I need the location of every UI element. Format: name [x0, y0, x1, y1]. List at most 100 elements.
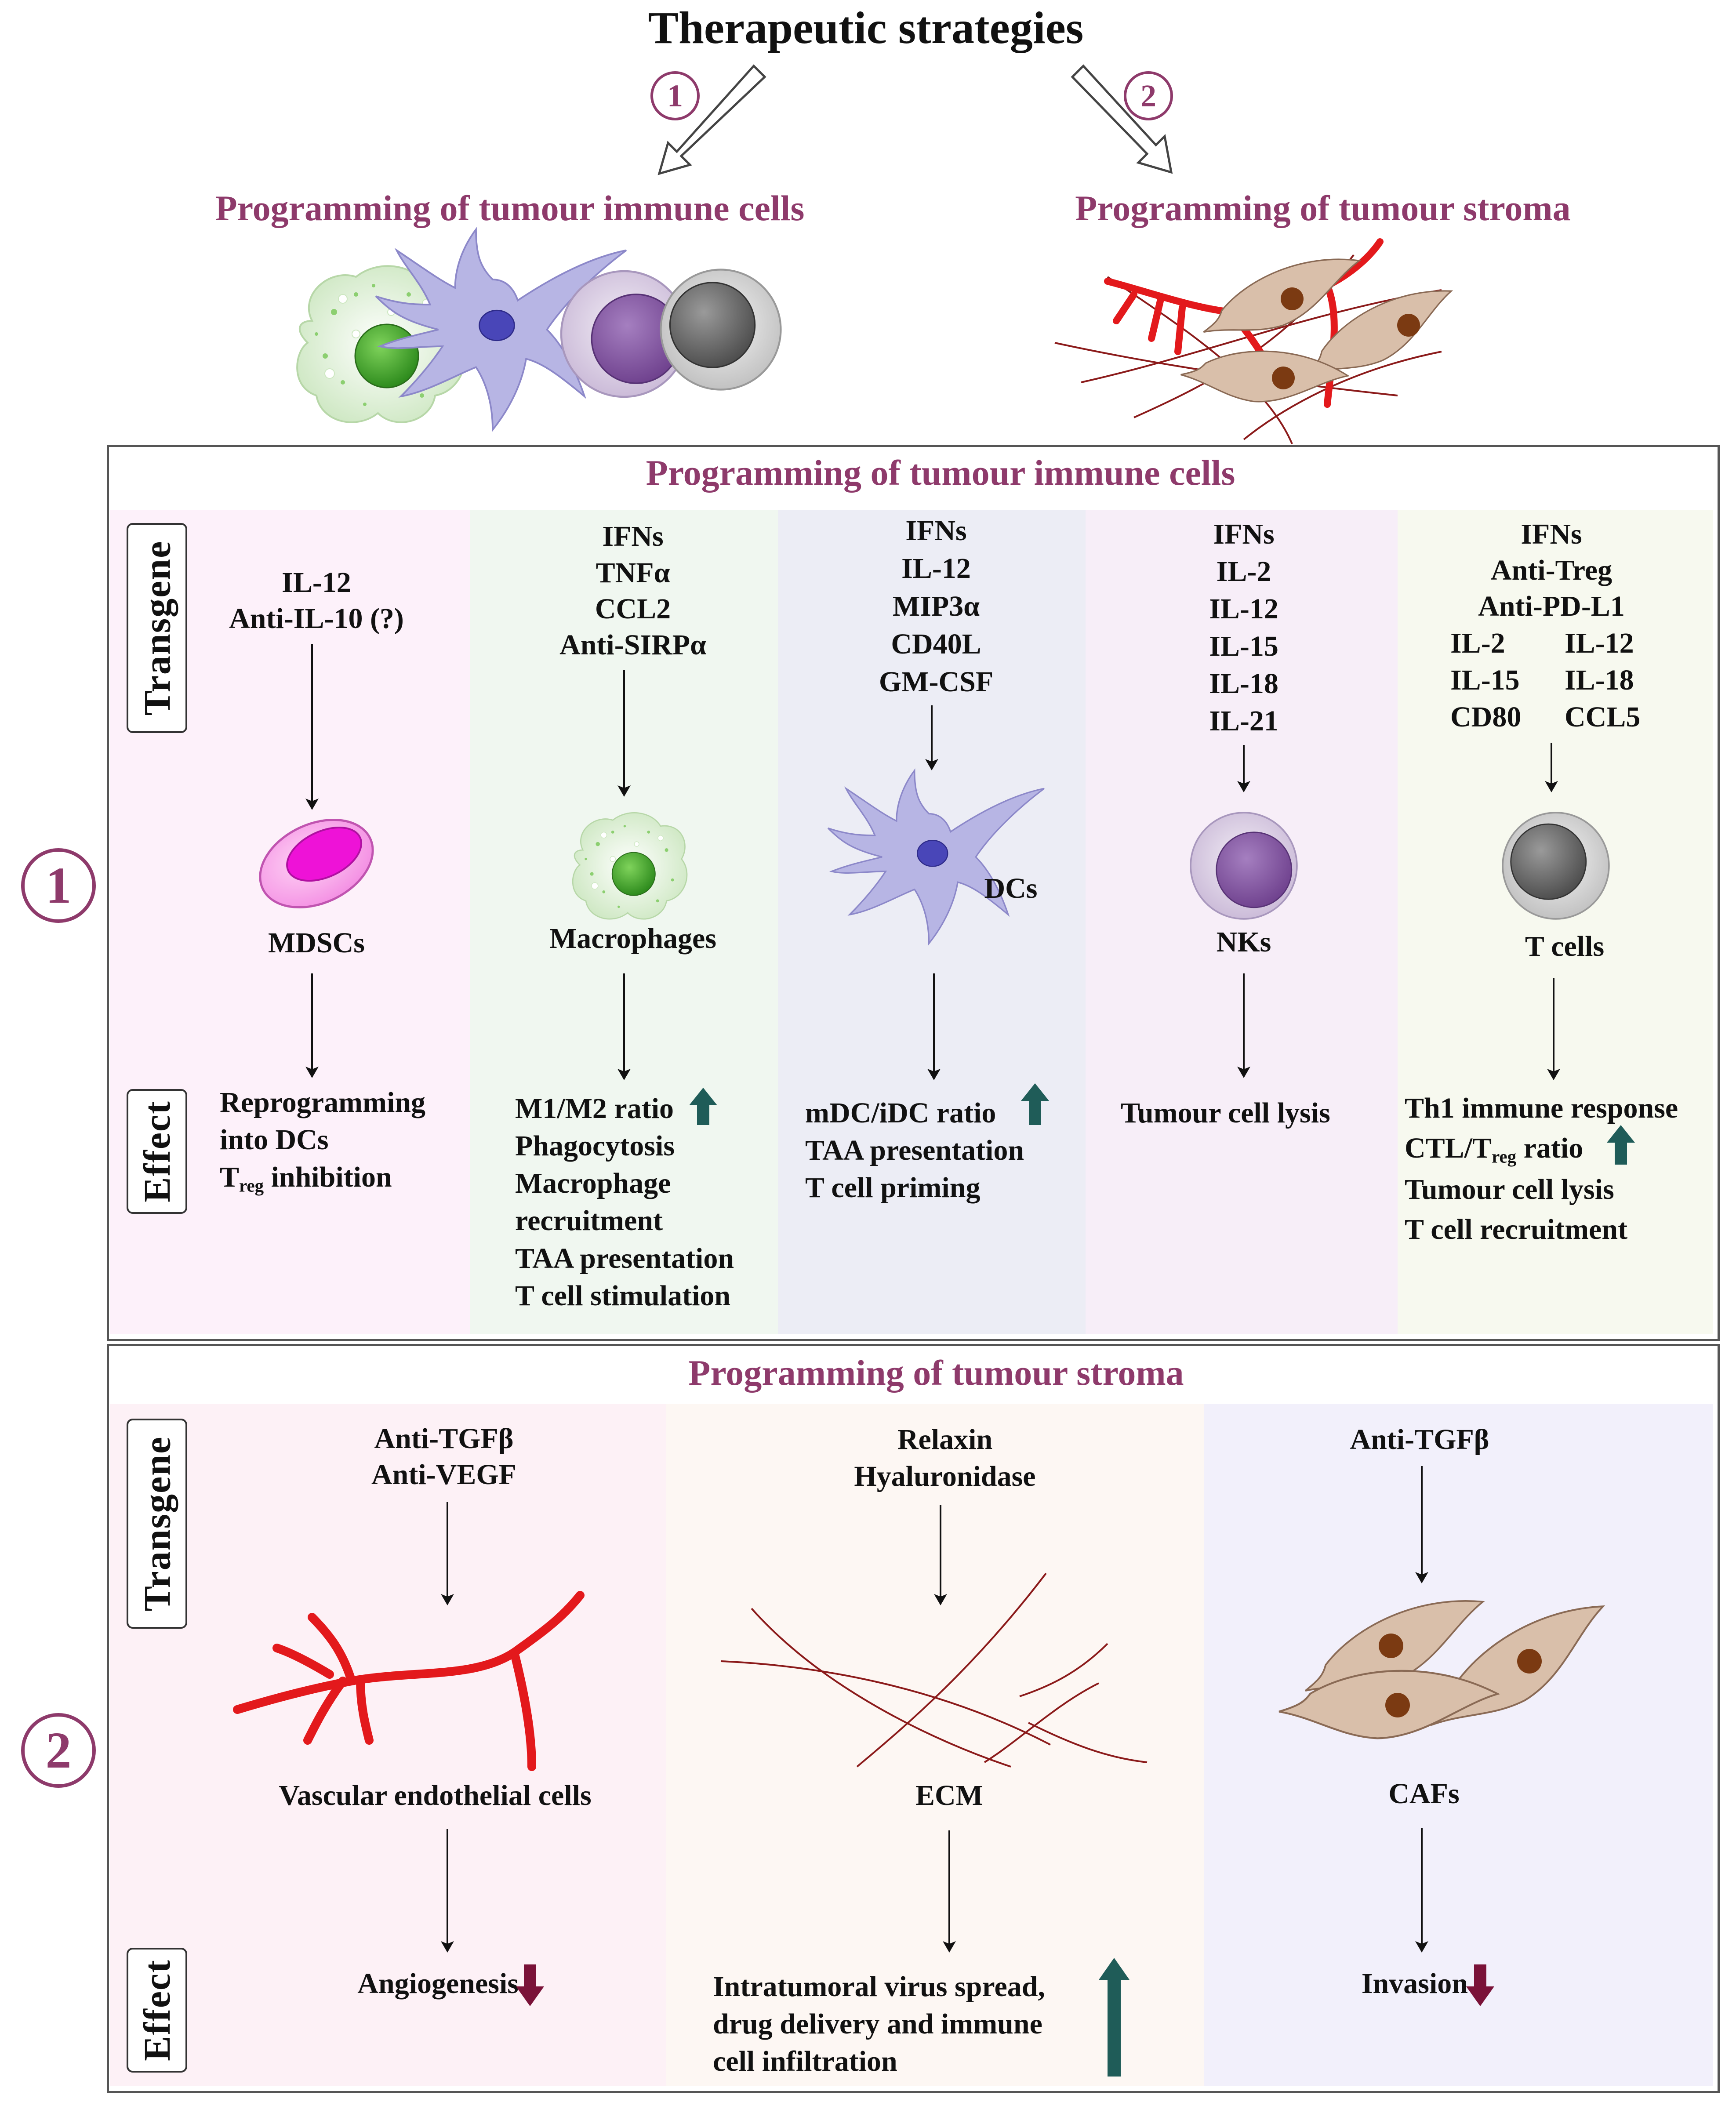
effect-virus-spread: Intratumoral virus spread, — [713, 1971, 1045, 2003]
effect-into-dcs: into DCs — [220, 1124, 329, 1156]
effect-angiogenesis: Angiogenesis — [357, 1968, 519, 2000]
transgene-il15-t: IL-15 — [1450, 664, 1520, 696]
panel-2-effect-label: Effect — [127, 1948, 187, 2073]
panel-2-title: Programming of tumour stroma — [688, 1353, 1184, 1393]
transgene-il15-nk: IL-15 — [1209, 630, 1278, 662]
effects-macrophages: M1/M2 ratio Phagocytosis Macrophage recr… — [515, 1090, 734, 1314]
effect-tumour-cell-lysis-t: Tumour cell lysis — [1405, 1173, 1614, 1205]
transgene-anti-il10: Anti-IL-10 (?) — [229, 603, 404, 635]
strategy-2-number: 2 — [1124, 71, 1173, 120]
ecm-fibers-icon — [720, 1572, 1148, 1768]
header-stroma — [1054, 238, 1465, 444]
transgene-cd80: CD80 — [1450, 701, 1522, 733]
effects-dcs: mDC/iDC ratio TAA presentation T cell pr… — [805, 1094, 1024, 1206]
transgene-il21-nk: IL-21 — [1209, 705, 1278, 737]
strategy-arrows — [657, 64, 1173, 175]
transgene-ifns-dc: IFNs — [905, 515, 967, 547]
panel-2-number: 2 — [21, 1713, 96, 1788]
down-arrow-icon — [1466, 1964, 1494, 2006]
up-arrow-icon — [1021, 1083, 1049, 1125]
effect-tumour-cell-lysis-nk: Tumour cell lysis — [1121, 1097, 1330, 1129]
effect-ctl-treg-ratio: CTL/Treg ratio — [1405, 1132, 1583, 1167]
transgene-mip3a: MIP3α — [892, 590, 980, 622]
effect-mdc-idc-ratio: mDC/iDC ratio — [805, 1097, 996, 1129]
cell-label-nks: NKs — [1216, 926, 1271, 958]
transgene-anti-vegf: Anti-VEGF — [371, 1459, 516, 1491]
arrow-strategy-2 — [1071, 64, 1173, 174]
cell-label-cafs: CAFs — [1388, 1778, 1460, 1810]
blood-vessel-icon — [233, 1591, 585, 1771]
transgene-il18-t: IL-18 — [1565, 664, 1634, 696]
effect-reprogramming: Reprogramming — [220, 1086, 426, 1118]
transgene-anti-pd-l1: Anti-PD-L1 — [1478, 590, 1625, 622]
effect-t-cell-recruitment: T cell recruitment — [1405, 1213, 1628, 1246]
effect-recruitment: recruitment — [515, 1205, 663, 1237]
transgene-gm-csf: GM-CSF — [879, 666, 994, 698]
transgene-anti-sirpa: Anti-SIRPα — [559, 629, 706, 661]
cell-label-vascular: Vascular endothelial cells — [279, 1779, 592, 1812]
cell-label-ecm: ECM — [915, 1779, 983, 1812]
transgene-il12-nk: IL-12 — [1209, 593, 1278, 625]
effect-treg-inhibition: Treg inhibition — [220, 1161, 392, 1196]
page-title: Therapeutic strategies — [648, 3, 1084, 53]
strategy-1-number: 1 — [650, 71, 700, 120]
effect-invasion: Invasion — [1361, 1968, 1468, 2000]
effect-th1-response: Th1 immune response — [1405, 1092, 1678, 1124]
effects-t-cells: Th1 immune response CTL/Treg ratio Tumou… — [1405, 1088, 1678, 1249]
transgene-il2-t: IL-2 — [1450, 627, 1505, 659]
strategy-1-label: Programming of tumour immune cells — [215, 188, 805, 228]
panel-1-number: 1 — [21, 848, 96, 923]
transgene-anti-tgfb-vasc: Anti-TGFβ — [374, 1423, 514, 1455]
panel-2-transgene-label: Transgene — [127, 1419, 187, 1629]
col-nk-bg — [1086, 510, 1398, 1334]
transgene-tnfa: TNFα — [596, 557, 670, 589]
effects-mdscs: Reprogramming into DCs Treg inhibition — [220, 1084, 425, 1198]
caf-cells-icon — [1301, 1593, 1625, 1745]
effect-t-cell-priming: T cell priming — [805, 1172, 981, 1204]
effect-m1m2-ratio: M1/M2 ratio — [515, 1093, 674, 1125]
up-arrow-icon — [1099, 1958, 1129, 2077]
transgene-il18-nk: IL-18 — [1209, 668, 1278, 700]
transgene-ifns-mac: IFNs — [602, 520, 664, 552]
transgene-cd40l: CD40L — [891, 628, 981, 660]
transgene-il2-nk: IL-2 — [1216, 555, 1271, 588]
panel-1-effect-label: Effect — [127, 1089, 187, 1214]
panel-1-arrows — [305, 644, 1635, 1165]
cell-label-macrophages: Macrophages — [549, 922, 717, 955]
transgene-il12: IL-12 — [282, 566, 351, 599]
panel-1-title: Programming of tumour immune cells — [646, 453, 1235, 493]
effects-nks: Tumour cell lysis — [1121, 1094, 1330, 1132]
up-arrow-icon — [1607, 1125, 1635, 1165]
effect-drug-delivery: drug delivery and immune — [713, 2008, 1042, 2040]
up-arrow-icon — [689, 1088, 717, 1125]
transgene-il12-t: IL-12 — [1565, 627, 1634, 659]
effect-taa-presentation-dc: TAA presentation — [805, 1134, 1024, 1167]
transgene-anti-tgfb-caf: Anti-TGFβ — [1350, 1423, 1489, 1456]
transgene-hyaluronidase: Hyaluronidase — [854, 1460, 1036, 1492]
transgene-anti-treg: Anti-Treg — [1490, 554, 1613, 586]
down-arrow-icon — [516, 1964, 544, 2006]
cell-label-t-cells: T cells — [1525, 930, 1605, 962]
effect-taa-presentation-mac: TAA presentation — [515, 1242, 734, 1274]
effect-t-cell-stimulation: T cell stimulation — [515, 1279, 731, 1312]
effect-cell-infiltration: cell infiltration — [713, 2045, 897, 2078]
strategy-2-label: Programming of tumour stroma — [1075, 188, 1571, 228]
transgene-ccl5: CCL5 — [1565, 701, 1641, 733]
col-vascular-bg — [110, 1404, 666, 2086]
panel-1-transgene-label: Transgene — [127, 523, 187, 733]
effect-phagocytosis: Phagocytosis — [515, 1130, 675, 1162]
transgene-relaxin: Relaxin — [897, 1423, 993, 1456]
cell-label-dcs: DCs — [984, 872, 1038, 904]
transgene-ifns-t: IFNs — [1521, 518, 1582, 550]
transgene-il12-dc: IL-12 — [901, 552, 971, 584]
cell-label-mdscs: MDSCs — [268, 927, 365, 959]
transgene-ccl2: CCL2 — [595, 593, 671, 625]
col-caf-bg — [1204, 1404, 1713, 2086]
col-tcell-bg — [1398, 510, 1713, 1334]
effects-ecm: Intratumoral virus spread, drug delivery… — [713, 1968, 1045, 2080]
arrow-strategy-1 — [657, 64, 766, 175]
effect-macrophage: Macrophage — [515, 1167, 671, 1200]
transgene-ifns-nk: IFNs — [1213, 518, 1275, 550]
col-macrophage-bg — [470, 510, 778, 1334]
